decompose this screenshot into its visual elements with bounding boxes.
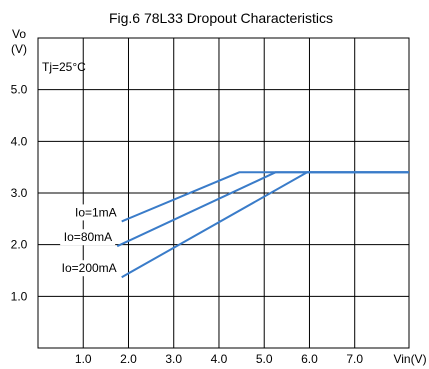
series-line <box>121 171 409 279</box>
y-tick-label: 1.0 <box>11 289 28 303</box>
x-tick-label: 6.0 <box>301 352 318 366</box>
temperature-annotation: Tj=25°C <box>42 60 86 74</box>
x-tick-label: 5.0 <box>256 352 273 366</box>
x-axis-label: Vin(V) <box>393 352 426 366</box>
chart-title: Fig.6 78L33 Dropout Characteristics <box>109 10 333 26</box>
y-tick-label: 2.0 <box>11 238 28 252</box>
y-tick-label: 3.0 <box>11 186 28 200</box>
x-tick-label: 7.0 <box>346 352 363 366</box>
series-label-bg <box>71 204 120 221</box>
x-tick-label: 2.0 <box>120 352 137 366</box>
series-label-bg <box>57 260 120 277</box>
x-tick-label: 1.0 <box>75 352 92 366</box>
y-axis-unit: (V) <box>11 42 27 56</box>
series-label: Io=1mA <box>75 205 117 219</box>
x-tick-label: 3.0 <box>165 352 182 366</box>
series-labels: Io=1mA Io=80mA Io=200mA <box>57 204 120 277</box>
y-tick-label: 5.0 <box>11 83 28 97</box>
grid <box>38 38 409 348</box>
series-label-bg <box>60 229 116 246</box>
series-label: Io=80mA <box>64 230 112 244</box>
y-axis-label: Vo <box>12 27 26 41</box>
series-lines <box>116 171 409 279</box>
plot-frame <box>37 37 410 349</box>
plot-border <box>37 37 410 349</box>
series-line <box>116 171 409 248</box>
x-tick-label: 4.0 <box>211 352 228 366</box>
tick-labels: 1.0 2.0 3.0 4.0 5.0 6.0 7.0 1.0 2.0 3.0 4.0 5.0 <box>11 83 364 366</box>
y-tick-label: 4.0 <box>11 134 28 148</box>
series-label: Io=200mA <box>62 261 117 275</box>
